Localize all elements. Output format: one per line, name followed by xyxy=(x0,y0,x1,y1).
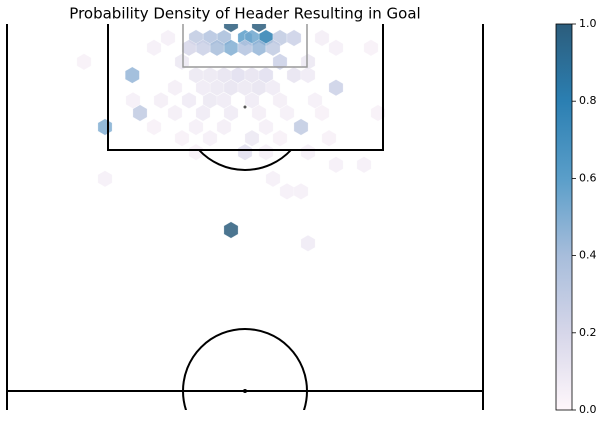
colorbar-tick-label: 0.2 xyxy=(579,326,597,339)
hex-cell xyxy=(216,118,232,136)
hex-cell xyxy=(237,39,253,57)
hex-cell xyxy=(146,118,162,136)
hex-cell xyxy=(321,129,337,147)
hex-cell xyxy=(265,79,281,97)
hex-cell xyxy=(97,170,113,188)
penalty-spot xyxy=(243,105,247,109)
pitch xyxy=(6,24,484,410)
hex-cell xyxy=(195,104,211,122)
hex-cell xyxy=(307,92,323,109)
hex-cell xyxy=(167,79,183,97)
hex-cell xyxy=(160,29,176,47)
hex-cell xyxy=(125,92,141,109)
hex-cell xyxy=(356,156,372,174)
hex-cell xyxy=(174,129,190,147)
hex-cell xyxy=(363,39,379,57)
hex-cell xyxy=(279,104,295,122)
hex-cell xyxy=(223,104,239,122)
colorbar xyxy=(555,23,573,411)
hex-cell xyxy=(272,53,288,71)
colorbar-tick-label: 1.0 xyxy=(579,17,597,30)
hex-cell xyxy=(251,24,267,33)
hexbin-layer xyxy=(76,24,386,252)
hex-cell xyxy=(188,143,204,161)
hex-cell xyxy=(167,104,183,122)
colorbar-tick-label: 0.6 xyxy=(579,171,597,184)
chart-title: Probability Density of Header Resulting … xyxy=(69,5,420,23)
hex-cell xyxy=(265,39,281,57)
hex-cell xyxy=(272,92,288,109)
hex-cell xyxy=(293,118,309,136)
hex-cell xyxy=(258,118,274,136)
colorbar-tick-label: 0.8 xyxy=(579,94,597,107)
hex-cell xyxy=(251,104,267,122)
hex-cell xyxy=(76,53,92,71)
hex-cell xyxy=(272,129,288,147)
hex-cell xyxy=(244,92,260,109)
colorbar-tick-label: 0.0 xyxy=(579,403,597,416)
hex-cell xyxy=(153,92,169,109)
center-spot xyxy=(243,389,247,393)
hex-cell xyxy=(279,183,295,200)
hex-cell xyxy=(314,104,330,122)
hex-cell xyxy=(314,29,330,47)
hex-cell xyxy=(258,143,274,161)
hex-cell xyxy=(223,221,239,239)
center-circle xyxy=(182,328,308,392)
hex-cell xyxy=(293,183,309,200)
center-circle xyxy=(182,390,308,410)
hex-cell xyxy=(328,156,344,174)
hex-cell xyxy=(258,66,274,84)
hex-cell xyxy=(300,234,316,252)
hex-cell xyxy=(181,92,197,109)
hex-cell xyxy=(125,66,140,84)
hex-cell xyxy=(181,39,197,57)
hex-cell xyxy=(328,79,344,97)
colorbar-tick-label: 0.4 xyxy=(579,249,597,262)
hex-cell xyxy=(244,129,260,147)
hex-cell xyxy=(188,118,204,136)
hex-cell xyxy=(195,79,211,97)
hex-cell xyxy=(216,92,232,109)
hex-cell xyxy=(370,104,386,122)
penalty-arc xyxy=(198,149,292,171)
hex-cell xyxy=(132,104,148,122)
hex-cell xyxy=(188,66,204,84)
hex-cell xyxy=(300,53,316,71)
hex-cell xyxy=(146,39,162,57)
hex-cell xyxy=(300,66,316,84)
hex-cell xyxy=(286,66,302,84)
hex-cell xyxy=(237,143,253,161)
hex-cell xyxy=(174,53,190,71)
hex-cell xyxy=(300,143,316,161)
penalty-box xyxy=(107,24,384,151)
hex-cell xyxy=(286,29,302,47)
hex-cell xyxy=(265,170,281,188)
hex-cell xyxy=(202,129,218,147)
six-yard-box xyxy=(182,24,308,68)
hex-cell xyxy=(328,39,344,57)
hex-cell xyxy=(223,24,239,33)
hex-cell xyxy=(97,118,113,136)
